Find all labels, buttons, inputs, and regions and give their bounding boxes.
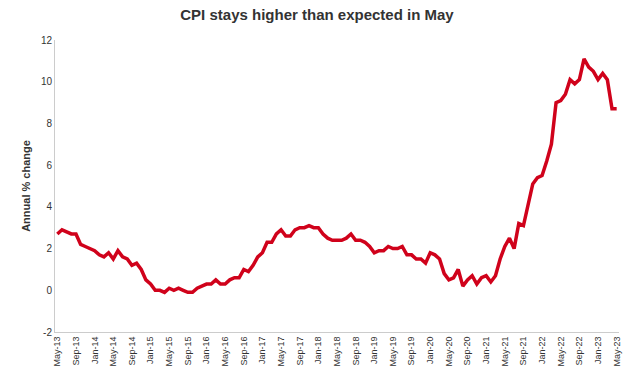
svg-text:Sep-18: Sep-18: [351, 337, 361, 366]
svg-text:8: 8: [46, 118, 52, 129]
svg-text:Sep-16: Sep-16: [239, 337, 249, 366]
svg-text:Jan-22: Jan-22: [537, 337, 547, 365]
svg-text:Sep-19: Sep-19: [407, 337, 417, 366]
svg-text:Sep-17: Sep-17: [295, 337, 305, 366]
svg-text:May-13: May-13: [52, 337, 62, 367]
svg-text:Sep-20: Sep-20: [462, 337, 472, 366]
svg-text:Annual % change: Annual % change: [20, 140, 32, 232]
svg-text:10: 10: [41, 76, 53, 87]
svg-text:May-20: May-20: [444, 337, 454, 367]
svg-text:Sep-14: Sep-14: [127, 337, 137, 366]
svg-text:2: 2: [46, 243, 52, 254]
svg-text:Jan-15: Jan-15: [145, 337, 155, 365]
svg-text:4: 4: [46, 201, 52, 212]
svg-text:May-18: May-18: [332, 337, 342, 367]
svg-text:Jan-21: Jan-21: [481, 337, 491, 365]
svg-text:Sep-22: Sep-22: [574, 337, 584, 366]
svg-text:May-23: May-23: [612, 337, 622, 367]
svg-text:Jan-16: Jan-16: [201, 337, 211, 365]
svg-text:6: 6: [46, 160, 52, 171]
svg-text:12: 12: [41, 35, 53, 46]
svg-text:Sep-15: Sep-15: [183, 337, 193, 366]
svg-text:May-15: May-15: [164, 337, 174, 367]
svg-text:Jan-18: Jan-18: [313, 337, 323, 365]
svg-text:May-19: May-19: [388, 337, 398, 367]
svg-text:Jan-20: Jan-20: [425, 337, 435, 365]
svg-text:May-17: May-17: [276, 337, 286, 367]
svg-text:Sep-21: Sep-21: [518, 337, 528, 366]
svg-text:May-21: May-21: [500, 337, 510, 367]
svg-text:Jan-17: Jan-17: [257, 337, 267, 365]
svg-text:0: 0: [46, 285, 52, 296]
svg-text:Sep-13: Sep-13: [71, 337, 81, 366]
svg-text:-2: -2: [43, 327, 52, 338]
svg-text:May-16: May-16: [220, 337, 230, 367]
svg-text:CPI stays higher than expected: CPI stays higher than expected in May: [180, 6, 454, 23]
svg-text:Jan-19: Jan-19: [369, 337, 379, 365]
svg-text:Jan-23: Jan-23: [593, 337, 603, 365]
svg-text:May-22: May-22: [556, 337, 566, 367]
svg-text:Jan-14: Jan-14: [90, 337, 100, 365]
svg-text:May-14: May-14: [108, 337, 118, 367]
